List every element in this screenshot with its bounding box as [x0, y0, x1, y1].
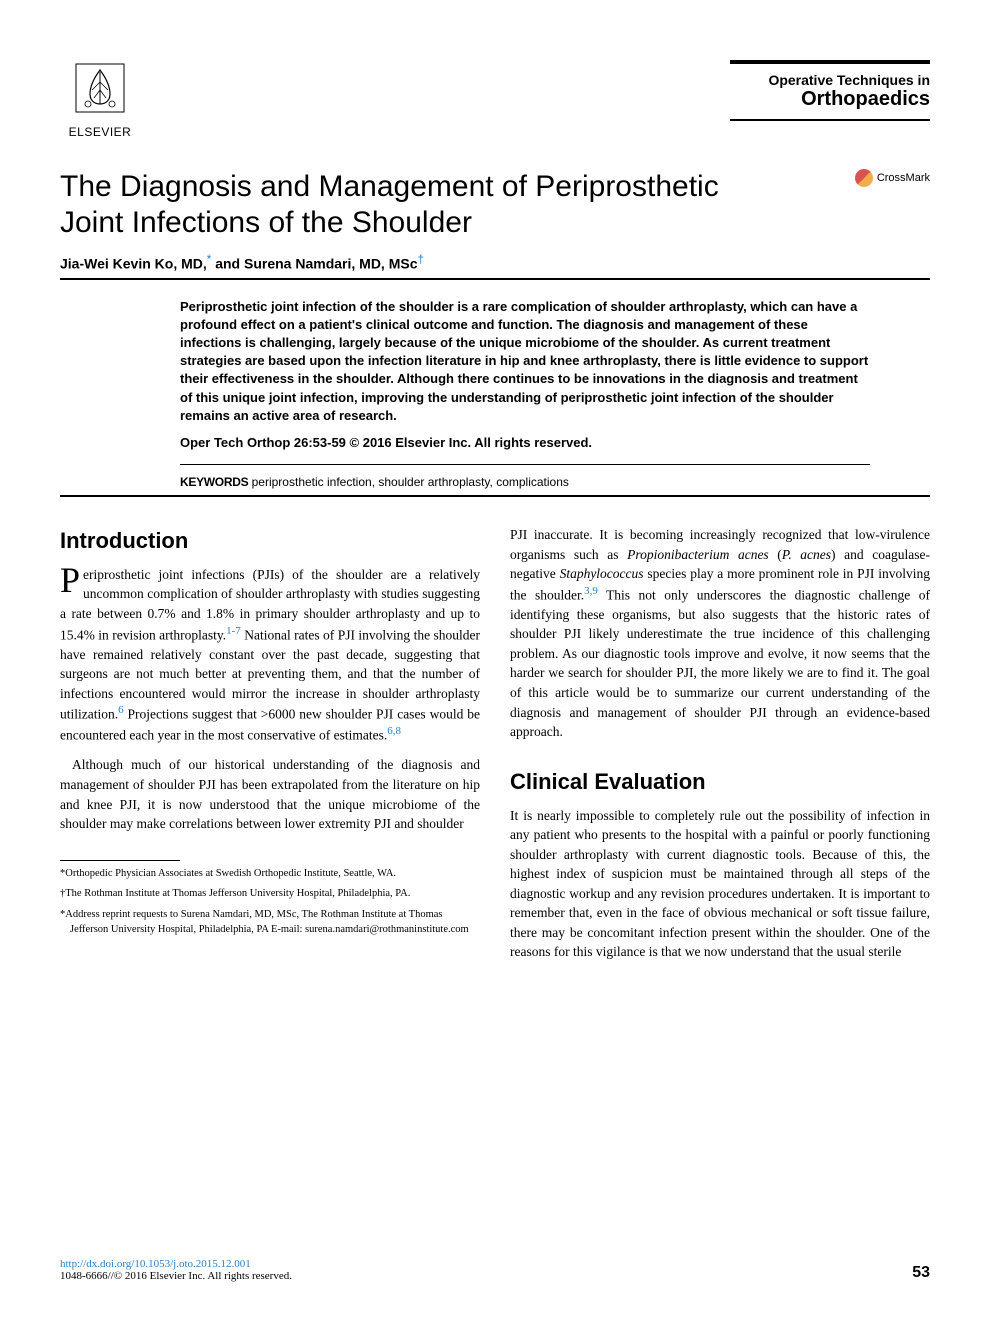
citation-line: Oper Tech Orthop 26:53-59 © 2016 Elsevie… [180, 435, 930, 450]
page-number: 53 [912, 1264, 930, 1282]
ref-6-8[interactable]: 6,8 [387, 725, 401, 737]
page-footer: http://dx.doi.org/10.1053/j.oto.2015.12.… [60, 1258, 930, 1282]
doi-link[interactable]: http://dx.doi.org/10.1053/j.oto.2015.12.… [60, 1258, 292, 1270]
ref-1-7[interactable]: 1-7 [226, 625, 241, 637]
author-2-affil-mark: † [418, 253, 424, 266]
title-row: The Diagnosis and Management of Peripros… [60, 169, 930, 253]
clinical-para-1: It is nearly impossible to completely ru… [510, 806, 930, 963]
crossmark-label: CrossMark [877, 172, 930, 184]
publisher-name: ELSEVIER [69, 125, 132, 139]
article-title: The Diagnosis and Management of Peripros… [60, 169, 740, 241]
affiliation-1: *Orthopedic Physician Associates at Swed… [60, 867, 480, 882]
body-columns: Introduction Periprosthetic joint infect… [60, 525, 930, 972]
affiliations-block: *Orthopedic Physician Associates at Swed… [60, 867, 480, 938]
abstract: Periprosthetic joint infection of the sh… [180, 298, 870, 425]
keywords-row: KEYWORDS periprosthetic infection, shoul… [180, 475, 930, 489]
keywords-label: KEYWORDS [180, 475, 248, 489]
correspondence: *Address reprint requests to Surena Namd… [60, 908, 480, 937]
issn-copyright: 1048-6666//© 2016 Elsevier Inc. All righ… [60, 1270, 292, 1282]
p1c: Projections suggest that >6000 new shoul… [60, 707, 480, 743]
p3b: ( [769, 547, 782, 562]
affiliation-2: †The Rothman Institute at Thomas Jeffers… [60, 887, 480, 902]
journal-name-line2: Orthopaedics [730, 88, 930, 111]
footer-left: http://dx.doi.org/10.1053/j.oto.2015.12.… [60, 1258, 292, 1282]
section-heading-introduction: Introduction [60, 525, 480, 557]
affiliation-divider [60, 860, 180, 861]
intro-para-3: PJI inaccurate. It is becoming increasin… [510, 525, 930, 742]
crossmark-badge[interactable]: CrossMark [855, 169, 930, 187]
journal-name-line1: Operative Techniques in [730, 72, 930, 88]
ref-3-9[interactable]: 3,9 [584, 585, 598, 597]
author-2: Surena Namdari, MD, MSc [244, 256, 418, 272]
intro-para-1: Periprosthetic joint infections (PJIs) o… [60, 565, 480, 746]
section-heading-clinical-evaluation: Clinical Evaluation [510, 766, 930, 798]
column-left: Introduction Periprosthetic joint infect… [60, 525, 480, 972]
author-conjunction: and [211, 256, 244, 272]
species-p-acnes-abbr: P. acnes [782, 547, 831, 562]
species-staph: Staphylococcus [560, 566, 644, 581]
journal-title-box: Operative Techniques in Orthopaedics [730, 60, 930, 121]
crossmark-icon [855, 169, 873, 187]
keywords-list: periprosthetic infection, shoulder arthr… [252, 475, 569, 489]
rule-above-keywords [180, 464, 870, 465]
rule-below-authors [60, 278, 930, 280]
dropcap: P [60, 565, 83, 595]
page-header: ELSEVIER Operative Techniques in Orthopa… [60, 60, 930, 139]
author-1: Jia-Wei Kevin Ko, MD, [60, 256, 207, 272]
elsevier-tree-icon [72, 60, 128, 123]
column-right: PJI inaccurate. It is becoming increasin… [510, 525, 930, 972]
intro-para-2: Although much of our historical understa… [60, 755, 480, 833]
publisher-logo: ELSEVIER [60, 60, 140, 139]
rule-below-keywords [60, 495, 930, 497]
p3e: This not only underscores the diagnostic… [510, 587, 930, 739]
author-line: Jia-Wei Kevin Ko, MD,* and Surena Namdar… [60, 253, 930, 272]
species-p-acnes-full: Propionibacterium acnes [627, 547, 769, 562]
